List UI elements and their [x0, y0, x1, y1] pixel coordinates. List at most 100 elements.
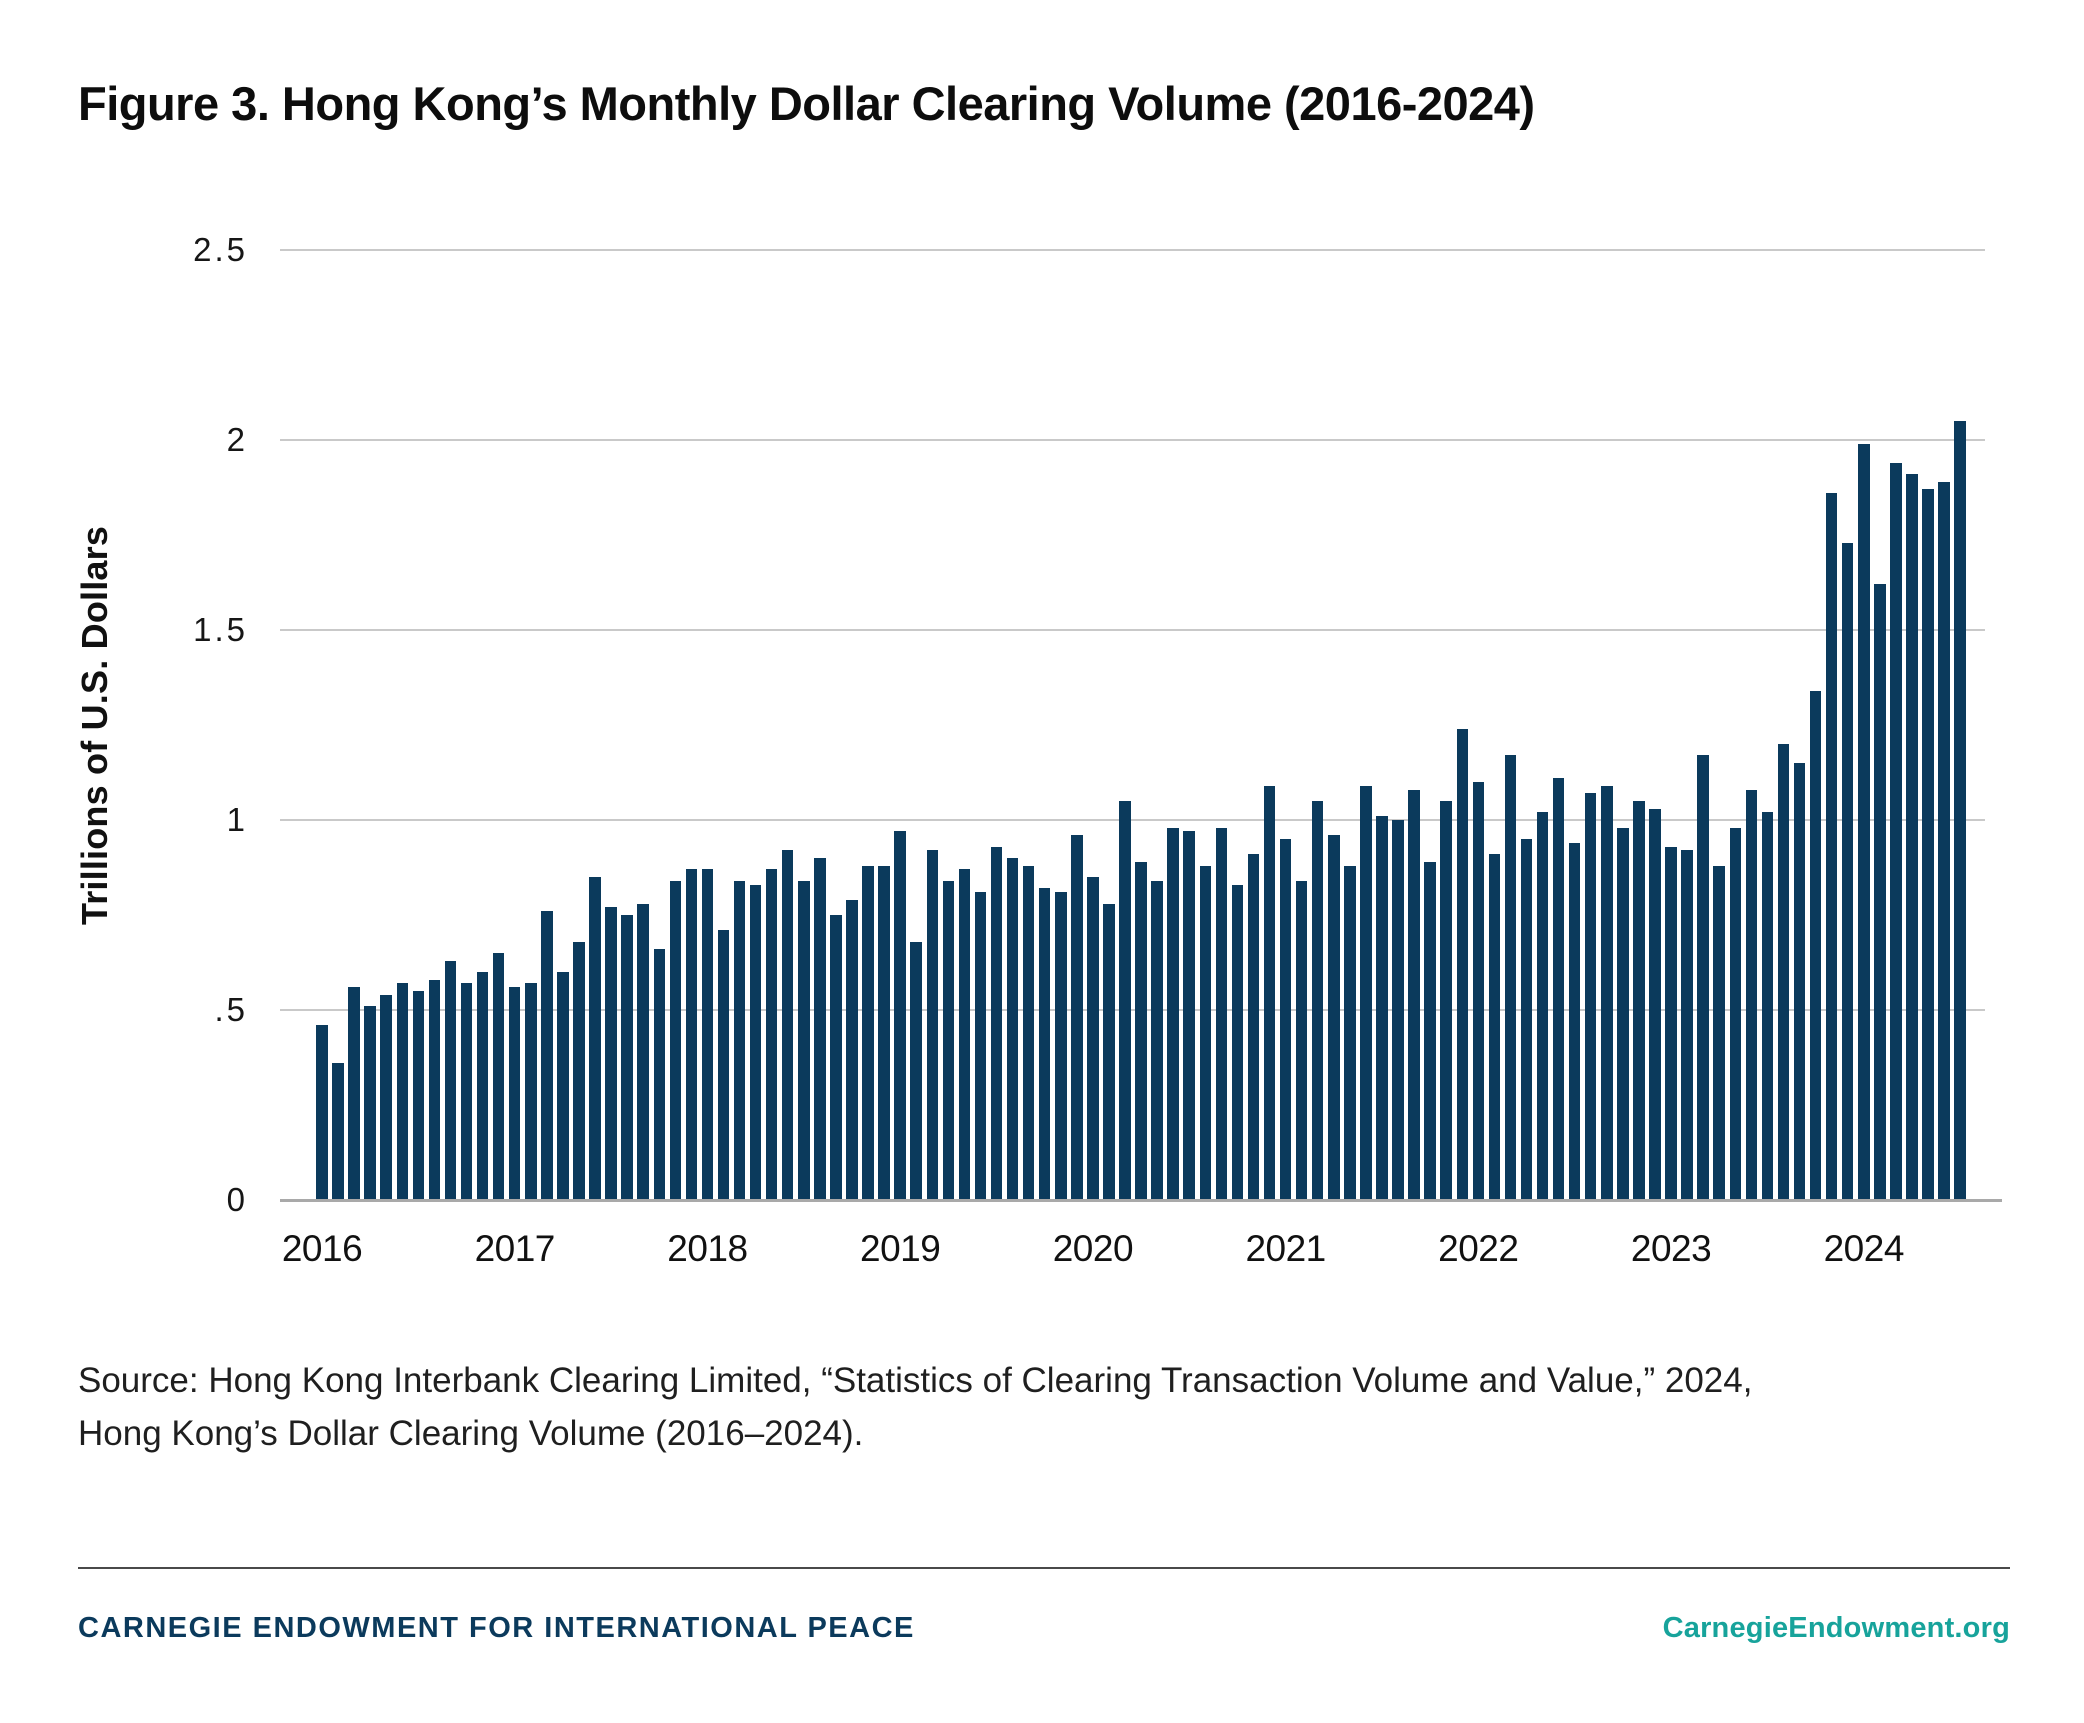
bar-2020-03 [1119, 801, 1131, 1200]
bar-2022-12 [1649, 808, 1661, 1200]
bar-2016-04 [364, 1006, 376, 1200]
gridline-2.5 [280, 249, 1985, 251]
bar-2020-07 [1183, 831, 1195, 1200]
bar-2017-08 [621, 915, 633, 1200]
bar-2023-02 [1681, 850, 1693, 1200]
bar-2024-03 [1890, 462, 1902, 1200]
bar-2023-03 [1697, 755, 1709, 1200]
bar-2023-01 [1665, 846, 1677, 1200]
bar-2017-12 [685, 869, 698, 1200]
bar-2022-09 [1601, 785, 1613, 1200]
bar-2017-03 [541, 911, 553, 1200]
bar-2023-05 [1729, 827, 1742, 1200]
bar-2022-07 [1568, 842, 1581, 1200]
bar-2018-03 [733, 880, 746, 1200]
bar-2016-11 [476, 972, 489, 1200]
bar-2016-08 [428, 979, 441, 1200]
bar-2023-07 [1761, 812, 1774, 1200]
bar-2017-07 [605, 907, 617, 1200]
bar-2019-05 [958, 869, 971, 1200]
source-note: Source: Hong Kong Interbank Clearing Lim… [78, 1354, 1878, 1460]
bar-2021-12 [1456, 728, 1468, 1200]
bar-2018-12 [878, 865, 890, 1200]
bar-2020-10 [1231, 884, 1244, 1200]
y-tick-2.5: 2.5 [193, 231, 248, 268]
bar-2022-01 [1472, 782, 1485, 1200]
bar-2022-04 [1520, 839, 1533, 1200]
gridline-1.5 [280, 629, 1985, 631]
bar-2019-01 [894, 831, 906, 1200]
bar-2016-06 [396, 983, 409, 1200]
y-axis-title: Trillions of U.S. Dollars [74, 525, 115, 925]
y-tick-0: 0 [226, 1181, 248, 1218]
bar-2020-02 [1103, 903, 1115, 1200]
bar-2018-09 [830, 915, 842, 1200]
bar-2016-12 [492, 953, 505, 1200]
bar-2020-06 [1167, 827, 1179, 1200]
bar-2016-03 [348, 987, 360, 1200]
bar-2016-07 [412, 991, 425, 1200]
x-tick-2024: 2024 [1823, 1228, 1905, 1269]
x-axis-line [280, 1199, 2002, 1202]
bar-2024-07 [1954, 421, 1966, 1200]
x-tick-2018: 2018 [667, 1228, 748, 1269]
bar-2019-08 [1006, 858, 1019, 1200]
y-tick-2: 2 [226, 421, 248, 458]
bar-2022-08 [1584, 793, 1597, 1200]
x-tick-2017: 2017 [474, 1228, 556, 1269]
bar-2021-07 [1376, 816, 1388, 1200]
bar-2020-08 [1199, 865, 1212, 1200]
footer-divider [78, 1567, 2010, 1569]
source-line-1: Source: Hong Kong Interbank Clearing Lim… [78, 1361, 1753, 1400]
bar-2017-05 [573, 941, 585, 1200]
x-tick-2020: 2020 [1052, 1228, 1134, 1269]
bar-2021-09 [1408, 789, 1420, 1200]
bar-2020-12 [1263, 785, 1276, 1200]
gridline-1 [280, 819, 1985, 821]
figure-title: Figure 3. Hong Kong’s Monthly Dollar Cle… [78, 77, 1535, 130]
bar-2024-02 [1874, 584, 1886, 1200]
bar-2018-01 [701, 869, 714, 1200]
x-tick-2016: 2016 [281, 1228, 363, 1269]
bar-2017-11 [669, 880, 682, 1200]
footer: CARNEGIE ENDOWMENT FOR INTERNATIONAL PEA… [78, 1612, 2010, 1660]
bar-2019-04 [942, 880, 955, 1200]
bar-2019-03 [926, 850, 939, 1200]
x-tick-2021: 2021 [1245, 1228, 1326, 1269]
bar-2019-10 [1038, 888, 1051, 1200]
bar-2023-09 [1793, 763, 1806, 1200]
bar-2022-03 [1504, 755, 1517, 1200]
bar-2019-12 [1071, 835, 1083, 1200]
bar-2018-07 [798, 880, 810, 1200]
bar-2024-05 [1922, 489, 1934, 1200]
y-tick-1: 1 [226, 801, 248, 838]
bar-2017-09 [637, 903, 649, 1200]
footer-link[interactable]: CarnegieEndowment.org [1662, 1612, 2010, 1644]
bar-2021-02 [1295, 880, 1308, 1200]
bar-2016-10 [460, 983, 473, 1200]
bar-2017-06 [589, 877, 601, 1200]
bar-2024-01 [1858, 443, 1870, 1200]
bar-2020-04 [1135, 861, 1147, 1200]
y-tick-1.5: 1.5 [193, 611, 248, 648]
bar-2021-04 [1328, 835, 1340, 1200]
gridline-2 [280, 439, 1985, 441]
bar-2022-06 [1552, 778, 1565, 1200]
bar-2024-04 [1906, 474, 1918, 1200]
x-tick-2023: 2023 [1630, 1228, 1712, 1269]
bar-2022-02 [1488, 854, 1501, 1200]
y-tick-.5: .5 [214, 991, 248, 1028]
bar-2023-06 [1745, 789, 1758, 1200]
bar-2019-09 [1022, 865, 1035, 1200]
bar-2019-11 [1055, 892, 1067, 1200]
bar-2018-02 [717, 930, 730, 1200]
source-line-2: Hong Kong’s Dollar Clearing Volume (2016… [78, 1414, 864, 1453]
bar-2017-04 [557, 972, 569, 1200]
bar-2019-06 [974, 892, 987, 1200]
bar-2019-02 [910, 941, 922, 1200]
footer-brand-wordmark: CARNEGIE ENDOWMENT FOR INTERNATIONAL PEA… [78, 1612, 915, 1644]
bar-2023-12 [1841, 542, 1854, 1200]
x-tick-2019: 2019 [860, 1228, 941, 1269]
bar-2019-07 [990, 846, 1003, 1200]
